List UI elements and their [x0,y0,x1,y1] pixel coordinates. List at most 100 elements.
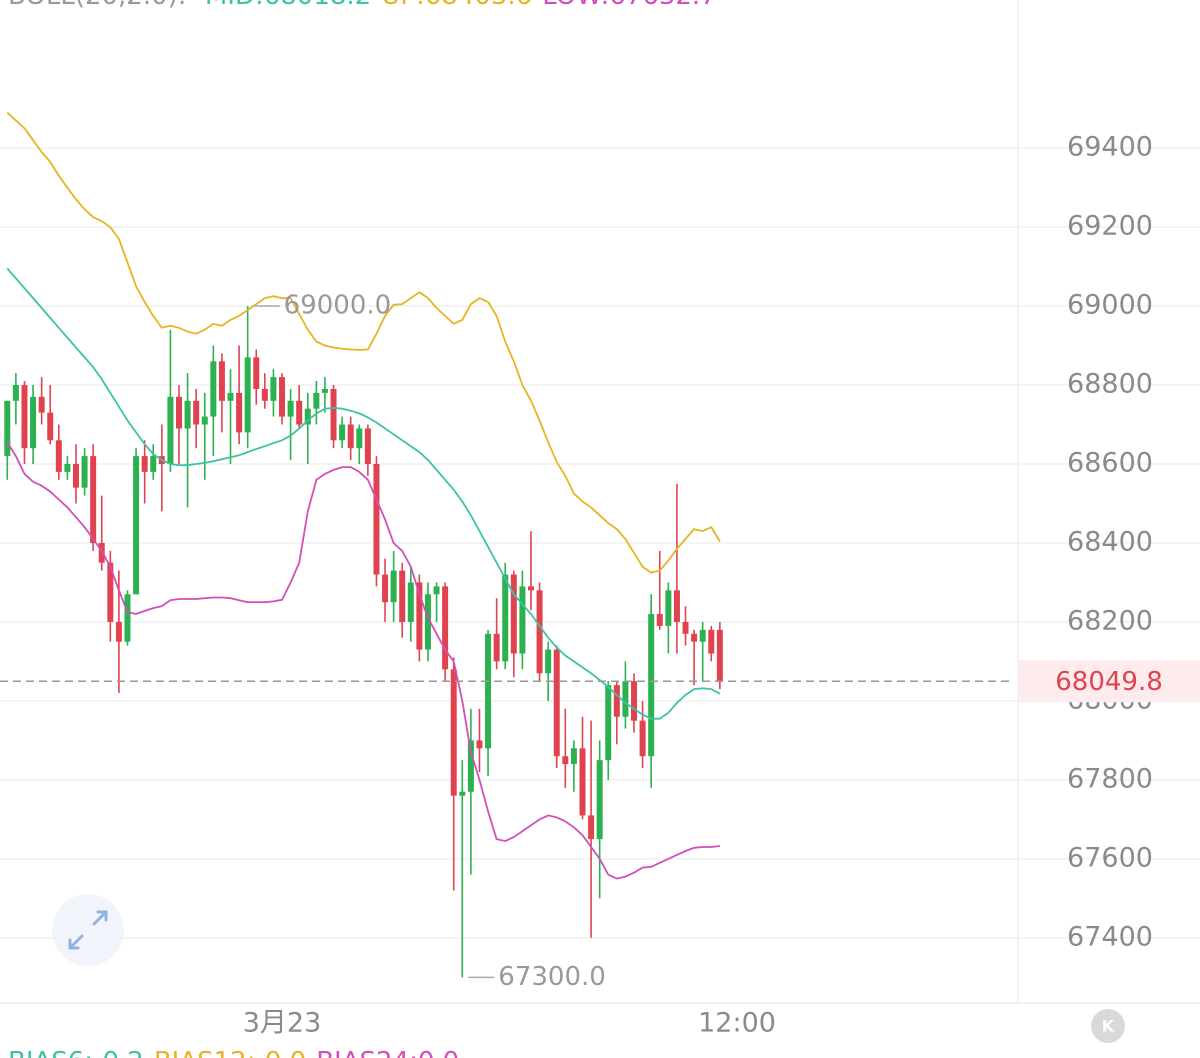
bias-legend: BIAS6:-0.2 BIAS12:-0.0 BIAS24:0.0 [8,1047,459,1058]
candle-body [467,740,474,792]
last-price-box [1018,660,1200,703]
candle-body [330,388,337,441]
candle-body [699,629,706,642]
candle-body [4,400,11,457]
candle-body [682,621,689,634]
candle-body [287,400,294,417]
candle-body [47,412,54,441]
y-tick-label: 69000 [1067,290,1153,321]
candle-body [167,396,174,464]
candle-body [656,614,663,626]
candle-body [201,416,208,425]
y-tick-label: 69400 [1067,132,1153,163]
candle-body [596,760,603,840]
candle-body [382,574,389,603]
y-tick-label: 68600 [1067,447,1153,478]
candle-body [579,748,586,816]
candle-body [270,377,277,401]
candle-body [605,685,612,761]
candle-body [364,428,371,464]
candle-body [124,594,131,642]
candle-body [356,428,363,449]
candle-body [64,463,71,472]
candle-body [519,586,526,654]
overlay: 69000.0 67300.0 68049.8 [0,291,1200,992]
candle-body [476,740,483,749]
candle-body [665,590,672,626]
legend-entry: MID:68018.2 [205,0,371,11]
candle-body [613,685,620,717]
candle-body [347,424,354,449]
plot [4,111,723,978]
candle-body [30,396,37,449]
candle-body [673,590,680,622]
candle-body [545,649,552,674]
candle-body [622,681,629,717]
candle-body [279,377,286,417]
fullscreen-icon [68,910,108,950]
candle-body [72,463,79,488]
y-tick-label: 68800 [1067,369,1153,400]
candle-body [648,614,655,757]
y-tick-label: 67600 [1067,842,1153,873]
candle-body [184,400,191,429]
candle-body [390,570,397,603]
candle-body [459,791,466,796]
candle-body [90,456,97,543]
candle-body [218,361,225,401]
boll-line [6,441,721,880]
legend-entry: LOW:67632.7 [542,0,716,11]
legend-entry: UP:68403.6 [381,0,532,11]
y-tick-label: 69200 [1067,211,1153,242]
back-icon: K [1102,1017,1115,1036]
fullscreen-button[interactable] [52,894,124,966]
candle-body [81,456,88,488]
back-button[interactable] [1091,1009,1125,1043]
candle-body [562,756,569,765]
candle-body [588,815,595,840]
candle-body [133,456,140,595]
boll-line [6,267,721,720]
candle-body [510,574,517,654]
icon-stroke [68,934,84,950]
candle-body [261,388,268,401]
candle-body [141,456,148,472]
candle-body [527,586,534,591]
x-tick-label: 3月23 [243,1008,322,1039]
candle-body [244,357,251,433]
candle-body [107,562,114,622]
candle-body [536,590,543,674]
x-tick-label: 12:00 [698,1008,776,1039]
bias-entry: BIAS24:0.0 [316,1047,459,1058]
candle-body [21,385,28,449]
grid: 6740067600678006800068200684006860068800… [0,132,1200,1039]
annotation-label: 69000.0 [284,291,392,321]
candle-body [631,681,638,721]
y-tick-label: 67400 [1067,921,1153,952]
candle-body [450,669,457,796]
candle-body [115,621,122,642]
y-tick-label: 68400 [1067,526,1153,557]
candle-body [570,748,577,765]
y-tick-label: 68200 [1067,605,1153,636]
candle-body [176,396,182,429]
candle-body [150,456,157,472]
candle-body [716,629,723,682]
candle-body [339,424,346,441]
y-tick-label: 67800 [1067,763,1153,794]
candle-body [321,388,328,393]
candle-body [193,400,200,425]
boll-line [6,111,721,574]
candle-body [38,396,45,413]
candle-body [442,586,449,670]
candle-body [407,582,414,622]
candle-body [639,720,646,757]
indicator-legend: BOLL(20,2.0): MID:68018.2 UP:68403.6 LOW:6… [8,0,717,11]
candle-body [12,385,19,401]
candle-body [493,633,500,662]
candle-body [313,392,320,409]
candle-body [691,633,698,642]
icon-stroke [92,910,108,926]
candle-body [236,392,243,433]
